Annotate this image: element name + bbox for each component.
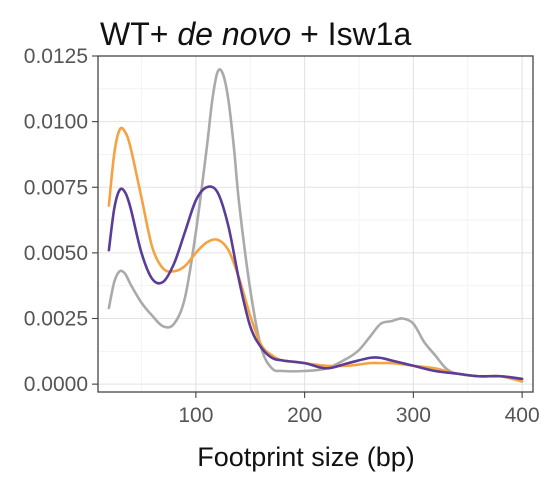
y-tick-label: 0.0025 (24, 308, 88, 331)
y-tick-label: 0.0000 (24, 373, 88, 396)
series-line-2 (107, 185, 524, 381)
x-tick-label: 400 (505, 404, 540, 427)
title-segment-0: WT+ (100, 16, 177, 52)
y-tick-label: 0.0100 (24, 111, 88, 134)
chart-title: WT+ de novo + Isw1a (100, 16, 411, 52)
y-tick-label: 0.0125 (24, 45, 88, 68)
x-axis-title: Footprint size (bp) (197, 442, 415, 472)
plot-panel-border (97, 55, 534, 393)
title-segment-1: de novo (177, 16, 291, 52)
x-tick-label: 100 (178, 404, 213, 427)
series-line-0 (107, 68, 524, 381)
y-tick-label: 0.0050 (24, 242, 88, 265)
series-line-1 (107, 126, 524, 383)
x-tick-label: 300 (396, 404, 431, 427)
x-tick-label: 200 (287, 404, 322, 427)
series-lines (107, 68, 524, 383)
y-tick-label: 0.0075 (24, 176, 88, 199)
title-segment-2: + Isw1a (291, 16, 411, 52)
axis-ticks: 100 200 300 400 0.0000 0.0025 0.0050 0.0075 0.01… (24, 45, 540, 427)
grid-lines (98, 55, 533, 392)
